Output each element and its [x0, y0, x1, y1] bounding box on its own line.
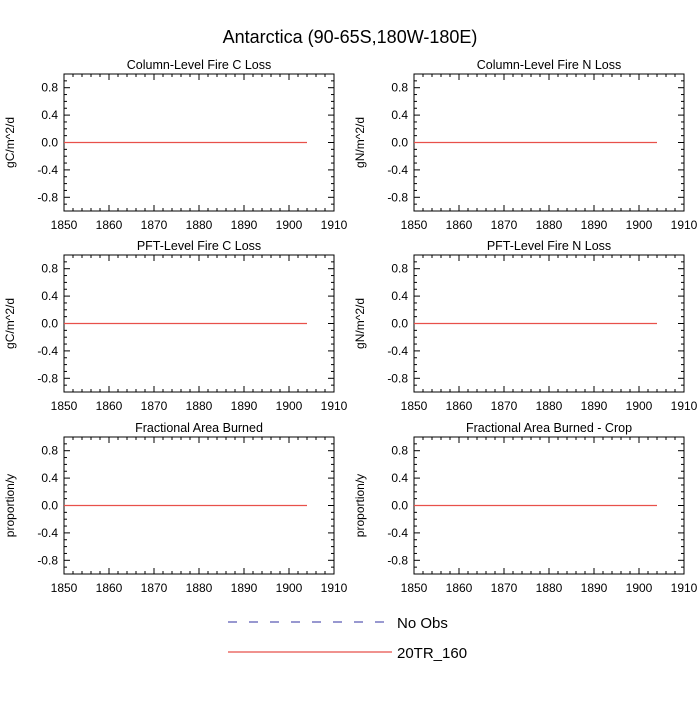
- y-tick-label: -0.4: [37, 163, 58, 177]
- y-axis-label: proportion/y: [353, 474, 367, 537]
- y-tick-label: 0.8: [41, 81, 58, 95]
- y-tick-label: 0.8: [41, 262, 58, 276]
- y-tick-label: 0.0: [41, 317, 58, 331]
- x-tick-label: 1910: [321, 218, 348, 232]
- x-tick-label: 1870: [141, 218, 168, 232]
- x-tick-label: 1850: [401, 581, 428, 595]
- panel-title: Fractional Area Burned: [135, 421, 263, 435]
- y-tick-label: -0.8: [37, 190, 58, 204]
- x-tick-label: 1890: [581, 218, 608, 232]
- x-tick-label: 1890: [231, 399, 258, 413]
- x-tick-label: 1860: [446, 581, 473, 595]
- panel-2: Column-Level Fire N Loss gN/m^2/d 1850 1860…: [353, 58, 698, 232]
- x-tick-label: 1890: [231, 581, 258, 595]
- x-tick-label: 1890: [581, 581, 608, 595]
- y-tick-label: -0.4: [387, 344, 408, 358]
- panel-title: Fractional Area Burned - Crop: [466, 421, 632, 435]
- y-tick-label: 0.0: [41, 499, 58, 513]
- x-tick-label: 1910: [321, 581, 348, 595]
- y-axis-label: gC/m^2/d: [3, 117, 17, 168]
- x-tick-label: 1910: [321, 399, 348, 413]
- y-tick-label: 0.8: [391, 81, 408, 95]
- y-tick-label: 0.4: [391, 471, 408, 485]
- panel-4: PFT-Level Fire N Loss gN/m^2/d 1850 1860 187…: [353, 239, 698, 413]
- y-tick-label: 0.8: [41, 444, 58, 458]
- y-tick-label: -0.4: [37, 526, 58, 540]
- panel-title: Column-Level Fire N Loss: [477, 58, 622, 72]
- x-tick-label: 1860: [96, 218, 123, 232]
- x-tick-label: 1870: [141, 399, 168, 413]
- y-tick-label: 0.0: [391, 499, 408, 513]
- legend: No Obs 20TR_160: [228, 615, 467, 662]
- y-tick-label: 0.0: [391, 136, 408, 150]
- x-tick-label: 1880: [186, 218, 213, 232]
- y-tick-label: 0.4: [41, 471, 58, 485]
- y-tick-label: 0.0: [41, 136, 58, 150]
- y-tick-label: -0.8: [387, 190, 408, 204]
- x-tick-label: 1860: [96, 399, 123, 413]
- x-tick-label: 1900: [276, 399, 303, 413]
- panel-title: PFT-Level Fire C Loss: [137, 239, 261, 253]
- x-tick-label: 1860: [96, 581, 123, 595]
- x-tick-label: 1910: [671, 218, 698, 232]
- x-tick-label: 1850: [51, 399, 78, 413]
- y-axis-label: gN/m^2/d: [353, 117, 367, 168]
- x-tick-label: 1900: [626, 399, 653, 413]
- y-tick-label: 0.4: [391, 108, 408, 122]
- panel-title: Column-Level Fire C Loss: [127, 58, 272, 72]
- x-tick-label: 1890: [231, 218, 258, 232]
- x-tick-label: 1880: [536, 218, 563, 232]
- x-tick-label: 1900: [626, 581, 653, 595]
- x-tick-label: 1880: [536, 399, 563, 413]
- y-tick-label: 0.4: [41, 289, 58, 303]
- x-tick-label: 1900: [276, 218, 303, 232]
- x-tick-label: 1900: [276, 581, 303, 595]
- y-axis-label: gC/m^2/d: [3, 298, 17, 349]
- y-tick-label: 0.4: [391, 289, 408, 303]
- y-tick-label: 0.8: [391, 262, 408, 276]
- x-tick-label: 1850: [51, 581, 78, 595]
- x-tick-label: 1850: [51, 218, 78, 232]
- y-tick-label: 0.0: [391, 317, 408, 331]
- panel-3: PFT-Level Fire C Loss gC/m^2/d 1850 1860 187…: [3, 239, 348, 413]
- x-tick-label: 1860: [446, 399, 473, 413]
- y-axis-label: gN/m^2/d: [353, 298, 367, 349]
- x-tick-label: 1880: [186, 399, 213, 413]
- x-tick-label: 1850: [401, 218, 428, 232]
- x-tick-label: 1870: [491, 399, 518, 413]
- panel-5: Fractional Area Burned proportion/y 1850 18…: [3, 421, 348, 595]
- y-tick-label: -0.8: [387, 553, 408, 567]
- panel-title: PFT-Level Fire N Loss: [487, 239, 611, 253]
- x-tick-label: 1870: [491, 581, 518, 595]
- y-tick-label: -0.8: [37, 553, 58, 567]
- panel-6: Fractional Area Burned - Crop proportion/…: [353, 421, 698, 595]
- legend-label-2: 20TR_160: [397, 645, 467, 662]
- y-tick-label: 0.8: [391, 444, 408, 458]
- panels-group: Column-Level Fire C Loss gC/m^2/d 1850 1860…: [3, 58, 698, 595]
- y-tick-label: -0.8: [387, 371, 408, 385]
- y-tick-label: -0.4: [387, 163, 408, 177]
- y-tick-label: 0.4: [41, 108, 58, 122]
- x-tick-label: 1860: [446, 218, 473, 232]
- x-tick-label: 1890: [581, 399, 608, 413]
- y-axis-label: proportion/y: [3, 474, 17, 537]
- x-tick-label: 1870: [491, 218, 518, 232]
- y-tick-label: -0.4: [387, 526, 408, 540]
- x-tick-label: 1910: [671, 399, 698, 413]
- x-tick-label: 1880: [536, 581, 563, 595]
- figure-title: Antarctica (90-65S,180W-180E): [223, 27, 478, 47]
- x-tick-label: 1850: [401, 399, 428, 413]
- panel-1: Column-Level Fire C Loss gC/m^2/d 1850 1860…: [3, 58, 348, 232]
- x-tick-label: 1880: [186, 581, 213, 595]
- y-tick-label: -0.4: [37, 344, 58, 358]
- y-tick-label: -0.8: [37, 371, 58, 385]
- legend-label-1: No Obs: [397, 615, 448, 632]
- x-tick-label: 1900: [626, 218, 653, 232]
- x-tick-label: 1910: [671, 581, 698, 595]
- x-tick-label: 1870: [141, 581, 168, 595]
